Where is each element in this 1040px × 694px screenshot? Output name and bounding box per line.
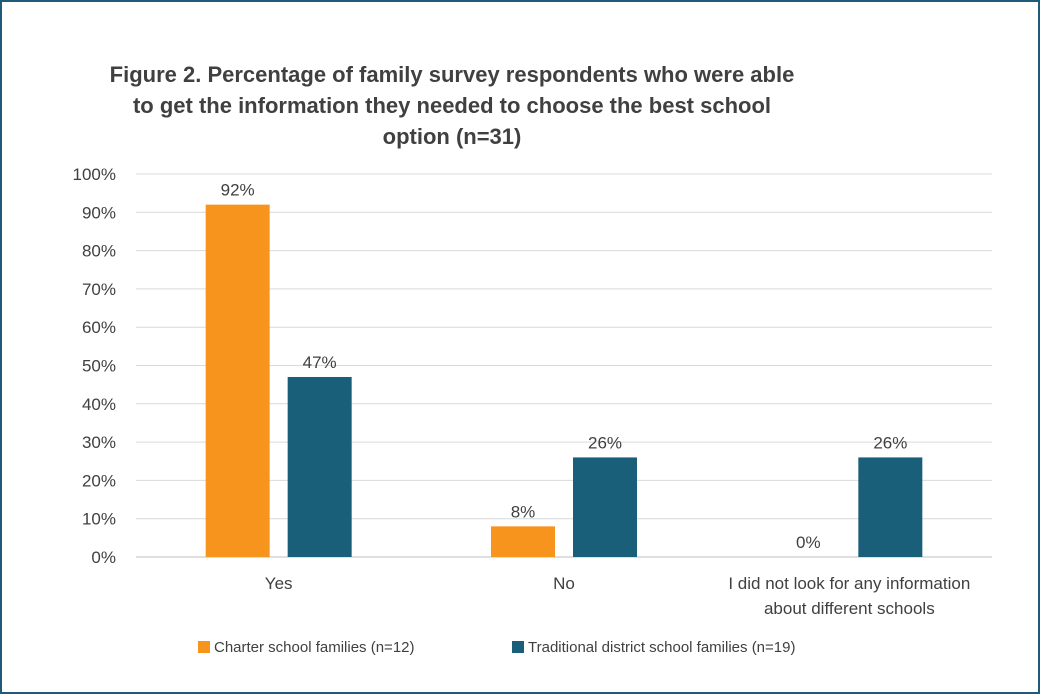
legend-swatch bbox=[198, 641, 210, 653]
bar bbox=[858, 457, 923, 557]
data-label: 0% bbox=[796, 533, 821, 552]
category-label: I did not look for any information bbox=[728, 574, 970, 593]
bar bbox=[491, 526, 555, 557]
data-label: 8% bbox=[511, 502, 536, 521]
data-label: 26% bbox=[873, 433, 907, 452]
y-tick-label: 80% bbox=[82, 242, 116, 261]
category-label: No bbox=[553, 574, 575, 593]
y-tick-label: 50% bbox=[82, 357, 116, 376]
legend-swatch bbox=[512, 641, 524, 653]
y-tick-label: 20% bbox=[82, 471, 116, 490]
data-labels: 92% 47% 8% 26% 0% 26% bbox=[221, 181, 908, 552]
legend: Charter school families (n=12) Traditiona… bbox=[198, 639, 795, 656]
legend-label: Charter school families (n=12) bbox=[214, 639, 415, 656]
chart-title-line: Figure 2. Percentage of family survey re… bbox=[110, 62, 795, 87]
data-label: 26% bbox=[588, 433, 622, 452]
data-label: 92% bbox=[221, 181, 255, 200]
legend-label: Traditional district school families (n=… bbox=[528, 639, 795, 656]
y-tick-label: 70% bbox=[82, 280, 116, 299]
y-tick-label: 60% bbox=[82, 318, 116, 337]
category-label: Yes bbox=[265, 574, 293, 593]
y-axis-ticks: 0% 10% 20% 30% 40% 50% 60% 70% 80% 90% 100% bbox=[73, 165, 116, 567]
y-tick-label: 0% bbox=[91, 548, 116, 567]
y-tick-label: 40% bbox=[82, 395, 116, 414]
category-label: about different schools bbox=[764, 599, 935, 618]
data-label: 47% bbox=[303, 353, 337, 372]
y-tick-label: 30% bbox=[82, 433, 116, 452]
bars bbox=[205, 204, 923, 557]
y-tick-label: 100% bbox=[73, 165, 116, 184]
category-labels: Yes No I did not look for any information a… bbox=[265, 574, 970, 618]
bar bbox=[573, 457, 637, 557]
y-tick-label: 10% bbox=[82, 510, 116, 529]
gridlines bbox=[136, 173, 992, 558]
chart-title: Figure 2. Percentage of family survey re… bbox=[110, 62, 795, 149]
chart-title-line: to get the information they needed to ch… bbox=[133, 93, 771, 118]
y-tick-label: 90% bbox=[82, 203, 116, 222]
chart-title-line: option (n=31) bbox=[383, 124, 522, 149]
bar bbox=[287, 376, 352, 557]
bar bbox=[205, 204, 270, 557]
